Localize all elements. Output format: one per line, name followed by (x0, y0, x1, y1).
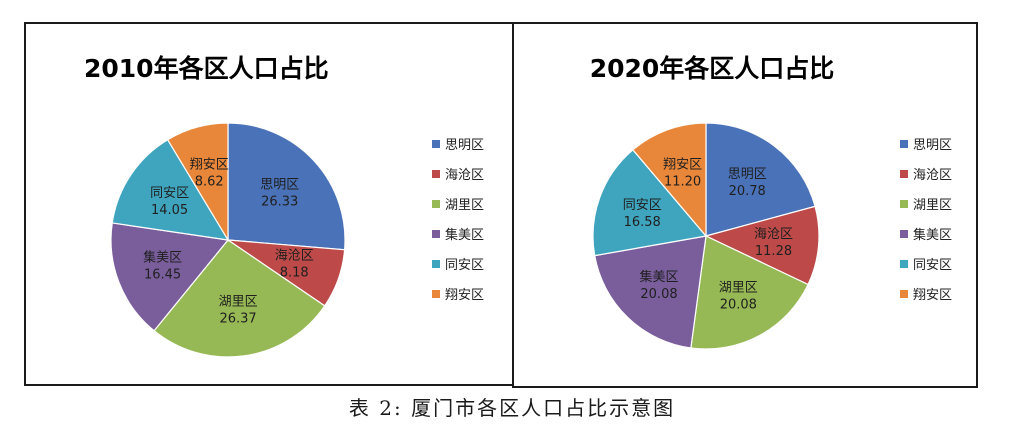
legend-label-4-2020: 同安区 (913, 258, 952, 273)
legend-label-0-2010: 思明区 (445, 138, 484, 153)
chart-title-2020: 2020年各区人口占比 (590, 54, 835, 83)
legend-swatch-0-2020 (900, 140, 908, 148)
legend-swatch-1-2020 (900, 170, 908, 178)
legend-label-0-2020: 思明区 (913, 138, 952, 153)
pie-slice-2-2010 (153, 239, 326, 358)
legend-swatch-2-2010 (432, 200, 440, 208)
chart-panel-2020: 2020年各区人口占比思明区 20.78 海沧区 11.28 湖里区 20.08 集美区 20… (512, 22, 978, 388)
slice-label-4-2010: 同安区 14.05 (150, 186, 189, 218)
pie-slice-3-2010 (110, 222, 230, 332)
legend-swatch-3-2020 (900, 230, 908, 238)
pie-slice-4-2010 (111, 138, 230, 241)
legend-label-3-2020: 集美区 (913, 227, 952, 243)
slice-label-1-2020: 海沧区 11.28 (754, 226, 793, 259)
slice-label-3-2010: 集美区 16.45 (143, 249, 182, 282)
legend-label-4-2010: 同安区 (445, 258, 484, 273)
legend-label-1-2020: 海沧区 (913, 167, 952, 183)
pie-slice-5-2010 (166, 122, 229, 243)
chart-panel-2010: 2010年各区人口占比思明区 26.33 海沧区 8.18 湖里区 26.37 集美区 16.… (24, 22, 514, 386)
legend-label-2-2010: 湖里区 (445, 198, 484, 213)
pie-slice-0-2010 (227, 122, 346, 251)
figure-caption: 表 2: 厦门市各区人口占比示意图 (348, 396, 676, 420)
slice-label-5-2010: 翔安区 8.62 (190, 157, 229, 189)
slice-label-5-2020: 翔安区 11.20 (663, 157, 702, 189)
slice-label-4-2020: 同安区 16.58 (623, 198, 662, 230)
slice-label-2-2020: 湖里区 20.08 (719, 281, 758, 313)
pie-slice-0-2020 (705, 122, 816, 237)
pie-slices-2020 (592, 122, 820, 350)
slice-label-2-2010: 湖里区 26.37 (219, 295, 258, 327)
legend-swatch-2-2020 (900, 200, 908, 208)
chart-title-2010: 2010年各区人口占比 (84, 54, 329, 83)
legend-swatch-3-2010 (432, 230, 440, 238)
legend-label-5-2010: 翔安区 (445, 288, 484, 303)
pie-slice-3-2020 (594, 235, 707, 349)
legend-label-1-2010: 海沧区 (445, 167, 484, 183)
pie-labels-2010: 思明区 26.33 海沧区 8.18 湖里区 26.37 集美区 16.45 同安区 14.05翔… (143, 157, 314, 326)
legend-swatch-5-2010 (432, 290, 440, 298)
legend-label-2-2020: 湖里区 (913, 198, 952, 213)
pie-slice-5-2020 (632, 122, 707, 238)
slice-label-3-2020: 集美区 20.08 (639, 269, 678, 302)
legend-label-5-2020: 翔安区 (913, 288, 952, 303)
legend-swatch-5-2020 (900, 290, 908, 298)
pie-labels-2020: 思明区 20.78 海沧区 11.28 湖里区 20.08 集美区 20.08 同安区 16.58… (623, 157, 793, 312)
legend-swatch-0-2010 (432, 140, 440, 148)
pie-slice-4-2020 (592, 148, 708, 257)
legend-swatch-4-2010 (432, 260, 440, 268)
slice-label-1-2010: 海沧区 8.18 (275, 247, 314, 280)
legend-label-3-2010: 集美区 (445, 227, 484, 243)
pie-slice-2-2020 (690, 235, 809, 350)
legend-swatch-4-2020 (900, 260, 908, 268)
legend-swatch-1-2010 (432, 170, 440, 178)
pie-slice-1-2020 (704, 205, 820, 286)
slice-label-0-2020: 思明区 20.78 (728, 167, 767, 199)
slice-label-0-2010: 思明区 26.33 (260, 178, 299, 210)
pie-slices-2010 (110, 122, 346, 358)
